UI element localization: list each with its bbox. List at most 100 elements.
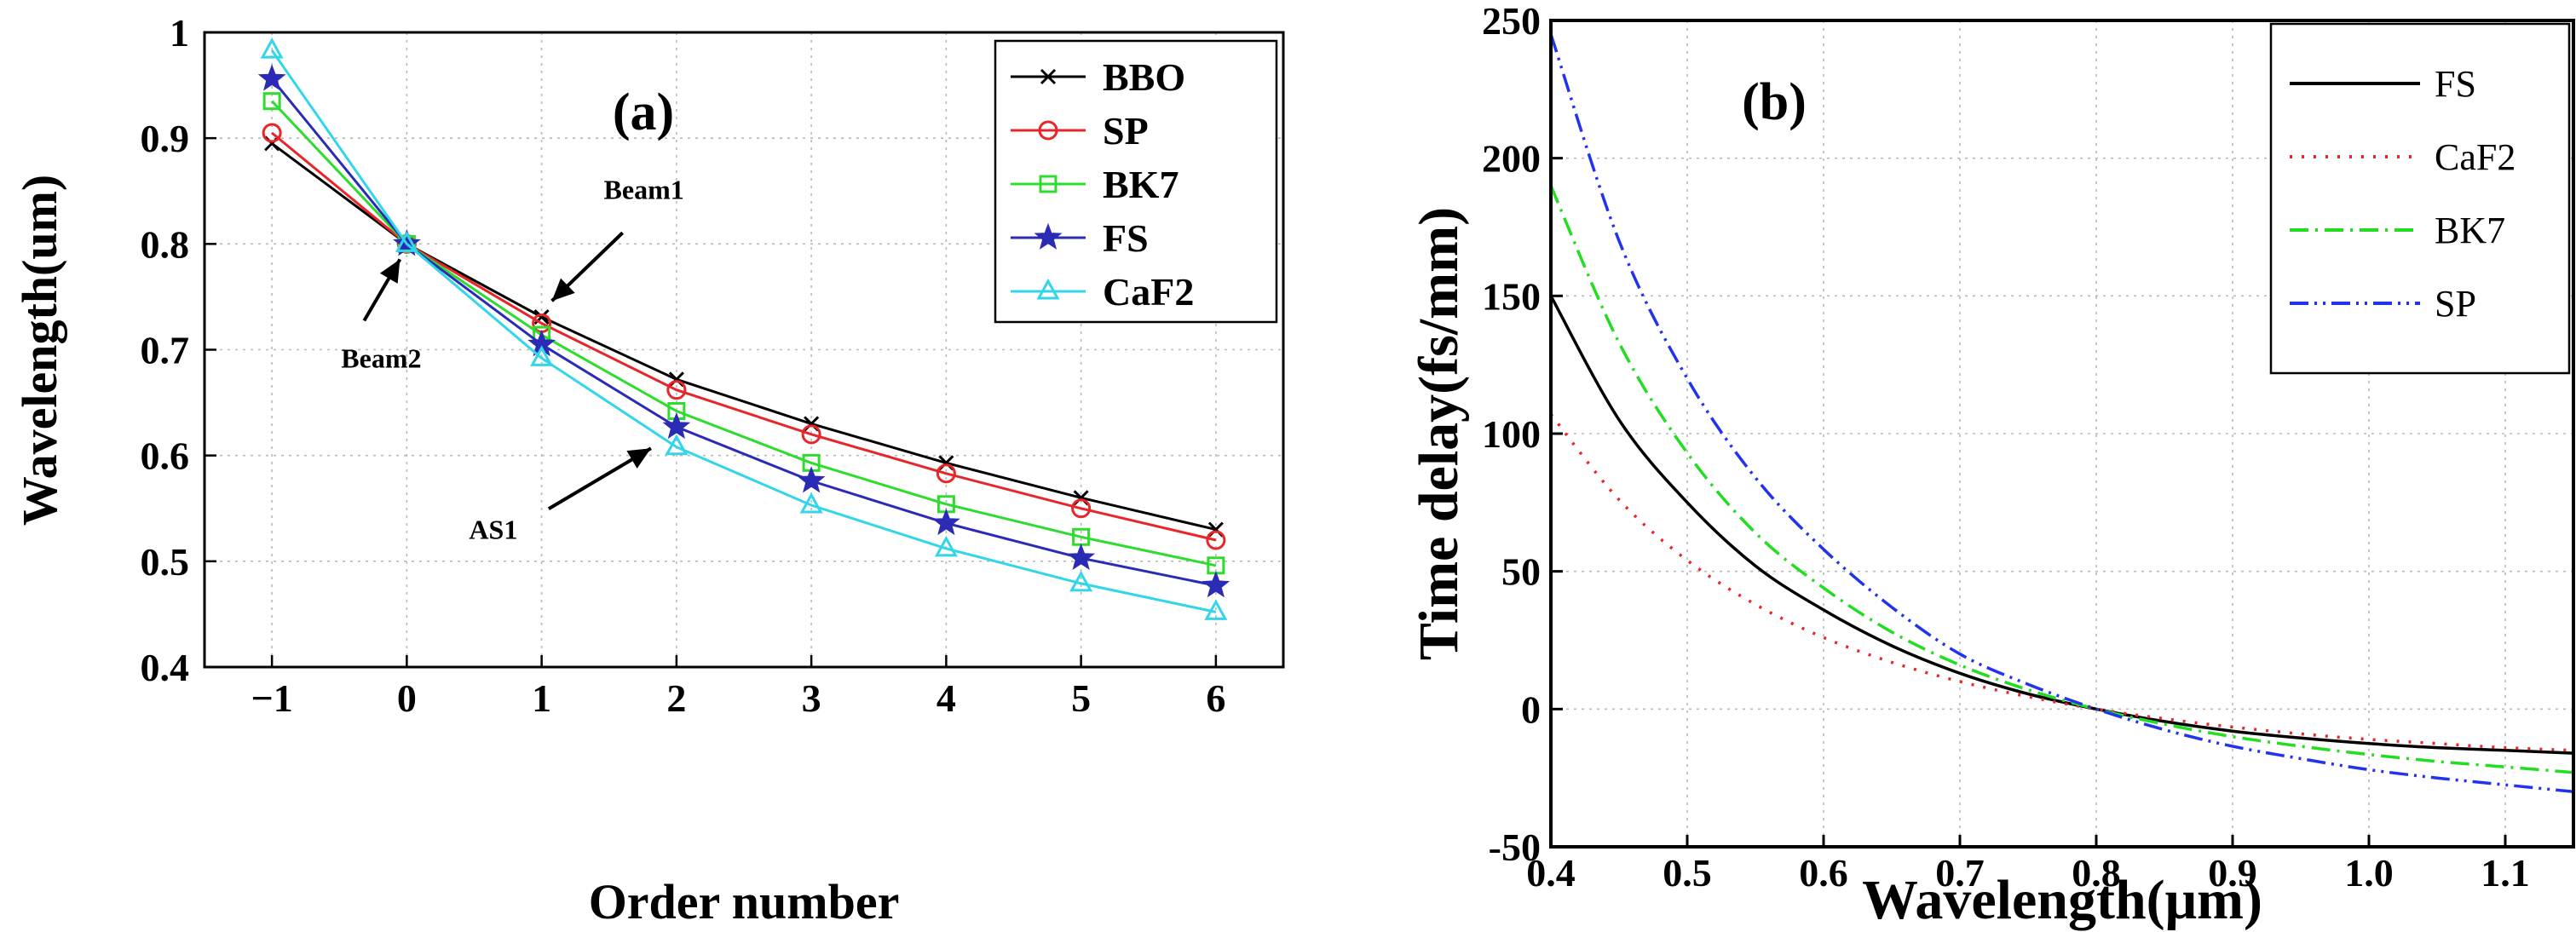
series-group-b (1549, 33, 2574, 794)
annotation-label: Beam2 (341, 342, 421, 373)
y-tick-label: 50 (1501, 550, 1541, 594)
y-tick-label: 0.4 (141, 646, 190, 689)
x-tick-label: 6 (1206, 676, 1225, 720)
legend-label: BBO (1103, 55, 1185, 99)
legend-label: CaF2 (2435, 136, 2515, 178)
annotation-beam2: Beam2 (341, 258, 421, 373)
annotation-as1: AS1 (469, 446, 652, 544)
data-point-fs (1202, 571, 1230, 598)
y-tick-label: 100 (1482, 412, 1541, 456)
data-point-sp (801, 424, 821, 445)
y-axis-title-a: Wavelength(um) (12, 175, 67, 526)
legend-label: BK7 (2435, 210, 2505, 251)
y-tick-label: 250 (1482, 0, 1541, 43)
tick-labels-b: 0.4 0.5 0.6 0.7 0.8 0.9 1.0 1.1 -50 0 50 100 150 200 2… (1482, 0, 2530, 895)
x-tick-label: 1.0 (2344, 851, 2394, 895)
data-point-caf2 (799, 492, 823, 514)
legend-label: SP (1103, 109, 1149, 152)
arrow-head (379, 259, 401, 284)
y-tick-label: 0.5 (141, 540, 190, 584)
series-line-caf2 (270, 49, 1217, 613)
legend-label: CaF2 (1103, 270, 1194, 314)
arrow-head (626, 448, 651, 469)
y-tick-label: 150 (1482, 274, 1541, 318)
legend-item-caf2: CaF2 (1011, 270, 1194, 314)
panel-label-a: (a) (613, 83, 674, 141)
legend-b: FS CaF2 BK7 SP (2269, 22, 2571, 375)
y-tick-label: 0.8 (141, 222, 190, 266)
x-tick-label: 0.9 (2208, 851, 2257, 895)
x-axis-title-a: Order number (589, 874, 900, 929)
legend-item-sp: SP (2290, 283, 2476, 325)
legend-marker (1039, 175, 1057, 193)
x-tick-label: 0.5 (1663, 851, 1712, 895)
series-group-a (257, 37, 1230, 620)
legend-marker (1038, 120, 1058, 141)
legend-marker (1034, 222, 1063, 250)
y-tick-label: 0 (1521, 687, 1541, 731)
series-line-fs (1549, 295, 2574, 755)
x-axis-title-b: Wavelength(μm) (1862, 869, 2262, 931)
y-tick-label: -50 (1489, 826, 1541, 869)
data-point-bk7 (262, 92, 281, 111)
series-caf2 (260, 37, 1228, 620)
data-point-fs (931, 508, 960, 536)
legend-label: SP (2435, 283, 2476, 325)
data-point-caf2 (260, 37, 284, 59)
chart-panel-b: 0.4 0.5 0.6 0.7 0.8 0.9 1.0 1.1 -50 0 50 100 150 200 2… (1408, 0, 2575, 931)
x-tick-label: −1 (251, 676, 293, 720)
x-tick-label: 1 (532, 676, 551, 720)
legend-label: FS (2435, 63, 2476, 105)
x-tick-label: 0.6 (1799, 851, 1848, 895)
legend-item-bk7: BK7 (1011, 163, 1179, 206)
arrow-head (551, 278, 575, 302)
legend-a: BBO SP BK7 FS CaF2 (994, 39, 1278, 324)
data-point-caf2 (1204, 599, 1228, 620)
series-line-fs (270, 78, 1217, 587)
legend-item-caf2: CaF2 (2290, 136, 2515, 178)
x-tick-label: 0.8 (2072, 851, 2121, 895)
series-line-caf2 (1549, 413, 2574, 752)
legend-item-sp: SP (1011, 109, 1149, 152)
legend-box (994, 39, 1278, 324)
annotation-beam1: Beam1 (550, 174, 684, 302)
data-point-caf2 (1069, 570, 1093, 592)
legend-label: BK7 (1103, 163, 1179, 206)
x-tick-label: 0.4 (1526, 851, 1576, 895)
data-point-caf2 (934, 535, 958, 557)
data-point-sp (1206, 530, 1226, 550)
data-point-fs (797, 466, 826, 493)
legend-item-fs: FS (2290, 63, 2476, 105)
data-point-fs (1067, 543, 1096, 571)
x-tick-label: 5 (1071, 676, 1091, 720)
annotation-label: Beam1 (604, 174, 684, 204)
data-point-sp (936, 463, 956, 484)
legend-marker (1036, 278, 1060, 300)
data-point-fs (257, 64, 286, 91)
x-tick-label: 0 (397, 676, 417, 720)
x-tick-label: 1.1 (2481, 851, 2530, 895)
series-line-sp (1549, 33, 2574, 794)
x-tick-label: 0.7 (1935, 851, 1985, 895)
legend-item-bbo: BBO (1011, 55, 1185, 99)
legend-label: FS (1103, 216, 1149, 260)
series-line-sp (271, 131, 1217, 542)
annotations-a: Beam1 Beam2 AS1 (341, 174, 683, 544)
annotation-label: AS1 (469, 514, 517, 544)
data-point-caf2 (395, 231, 418, 252)
tick-labels-a: −1 0 1 2 3 4 5 6 0.4 0.5 0.6 0.7 0.8 0.9 1 (141, 11, 1226, 720)
y-tick-label: 200 (1482, 137, 1541, 181)
y-tick-label: 0.7 (141, 329, 190, 372)
legend-item-fs: FS (1011, 216, 1149, 260)
legend-item-bk7: BK7 (2290, 210, 2505, 251)
y-axis-title-b: Time delay(fs/mm) (1408, 207, 1470, 660)
data-point-caf2 (530, 345, 554, 366)
data-point-sp (666, 380, 687, 400)
data-point-sp (262, 123, 282, 143)
data-point-sp (1071, 498, 1092, 519)
y-tick-label: 0.6 (141, 434, 190, 478)
x-tick-label: 2 (666, 676, 686, 720)
data-point-fs (662, 411, 691, 440)
chart-panel-a: −1 0 1 2 3 4 5 6 0.4 0.5 0.6 0.7 0.8 0.9 1 (a) Order n… (12, 11, 1285, 929)
x-tick-label: 3 (802, 676, 821, 720)
